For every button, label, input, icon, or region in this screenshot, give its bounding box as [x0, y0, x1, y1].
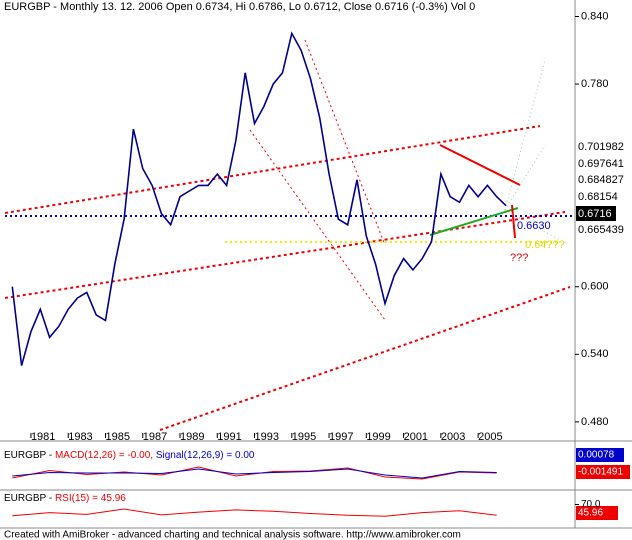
x-tick-label: 1985 [105, 431, 129, 443]
price-label: 0.697641 [578, 158, 624, 170]
x-tick-label: 1995 [292, 431, 316, 443]
x-tick-label: 2003 [441, 431, 465, 443]
fib-line [304, 39, 386, 246]
rsi-name: RSI(15) = 45.96 [55, 493, 126, 504]
x-tick-label: 1993 [255, 431, 279, 443]
signal-name: Signal(12,26,9) = 0.00 [156, 450, 255, 461]
price-label: 0.665439 [578, 224, 624, 236]
resistance-line [439, 144, 521, 186]
macd-label: EURGBP - MACD(12,26) = -0.00, Signal(12,… [4, 450, 255, 461]
rsi-last-box [576, 506, 618, 520]
annotation: ??? [510, 252, 528, 264]
trendlines [4, 39, 575, 431]
price-label: 0.68154 [578, 191, 618, 203]
arrow-line [511, 204, 516, 239]
y-tick-label: 0.840 [581, 10, 609, 22]
y-tick-label: 0.780 [581, 78, 609, 90]
x-tick-label: 1997 [329, 431, 353, 443]
x-tick-label: 1991 [217, 431, 241, 443]
x-tick-label: 1999 [366, 431, 390, 443]
fan-line [504, 209, 561, 241]
rsi-label: EURGBP - RSI(15) = 45.96 [4, 493, 126, 504]
support-line [429, 207, 519, 236]
fib-line [249, 129, 386, 321]
x-tick-label: 2001 [404, 431, 428, 443]
y-tick-label: 0.600 [581, 281, 609, 293]
chart-title: EURGBP - Monthly 13. 12. 2006 Open 0.673… [4, 1, 475, 13]
x-tick-label: 1983 [68, 431, 92, 443]
x-tick-label: 1981 [31, 431, 55, 443]
annotation: 0.64??? [525, 239, 565, 251]
x-tick-label: 2005 [478, 431, 502, 443]
x-tick-label: 1989 [180, 431, 204, 443]
macd-last-box [576, 448, 624, 462]
x-tick-label: 1987 [143, 431, 167, 443]
price-label: 0.684827 [578, 174, 624, 186]
y-tick-label: 0.480 [581, 416, 609, 428]
macd-last: 0.00078 [578, 450, 615, 461]
price-label: 0.701982 [578, 141, 624, 153]
channel-line [159, 286, 571, 431]
rsi-tick-label: 70.0 [581, 499, 601, 510]
annotation: 0.6630 [517, 220, 551, 232]
macd-name: MACD(12,26) = -0.00, [55, 450, 156, 461]
rsi-last: 45.96 [578, 508, 603, 519]
signal-last-box [576, 465, 630, 479]
channel-line [4, 211, 566, 299]
macd-symbol: EURGBP - [4, 450, 55, 461]
signal-line [12, 468, 497, 479]
rsi-line [12, 508, 497, 517]
fan-line [504, 144, 546, 211]
price-line [11, 31, 507, 366]
footer: Created with AmiBroker - advanced charti… [4, 530, 461, 540]
price-label-box [576, 206, 616, 221]
rsi-symbol: EURGBP - [4, 493, 55, 504]
y-tick-label: 0.540 [581, 348, 609, 360]
signal-last: -0.001491 [578, 467, 623, 478]
channel-line [4, 125, 541, 214]
price-label: 0.6716 [578, 208, 612, 220]
